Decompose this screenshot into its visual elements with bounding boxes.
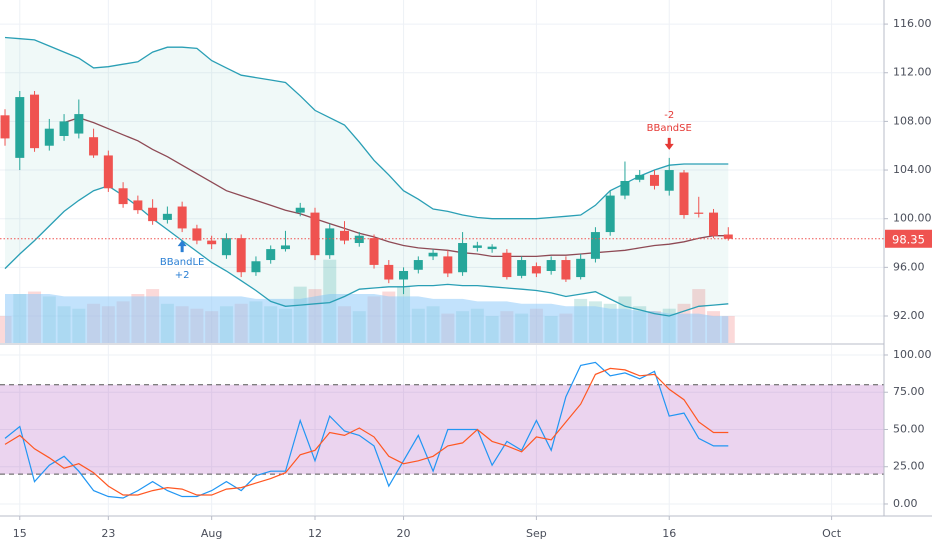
candle-body xyxy=(664,170,674,191)
x-tick-label: 12 xyxy=(308,527,322,540)
x-tick-label: 20 xyxy=(397,527,411,540)
y-tick-label: 92.00 xyxy=(893,309,925,322)
x-tick-label: 23 xyxy=(101,527,115,540)
stochastic-line xyxy=(4,361,729,499)
candle-body xyxy=(310,212,320,256)
band-middle xyxy=(63,117,729,258)
candle-body xyxy=(340,230,350,241)
candle-body xyxy=(443,256,453,274)
candle-body xyxy=(399,270,409,280)
candle-body xyxy=(384,264,394,280)
candle-body xyxy=(59,121,69,136)
candle-body xyxy=(531,266,541,274)
candle-body xyxy=(295,207,305,213)
y-tick-label: 0.00 xyxy=(893,497,918,510)
x-tick-label: Oct xyxy=(822,527,842,540)
candle-body xyxy=(325,228,335,256)
candle-body xyxy=(576,258,586,278)
candle-body xyxy=(679,172,689,216)
signal-arrow xyxy=(664,137,674,150)
y-tick-label: 104.00 xyxy=(893,163,932,176)
plot: 98.35 BBandLE +2 BBandSE -2 xyxy=(0,36,932,499)
candle-body xyxy=(15,97,25,158)
candle-body xyxy=(472,245,482,248)
candle-body xyxy=(30,94,40,149)
candle-body xyxy=(620,180,630,196)
candle-body xyxy=(723,234,733,239)
candle-body xyxy=(192,228,202,241)
candle-body xyxy=(118,188,128,205)
x-tick-label: Sep xyxy=(526,527,547,540)
candle-body xyxy=(502,252,512,278)
signal-arrow xyxy=(177,240,187,253)
x-tick-label: Aug xyxy=(201,527,222,540)
candle-body xyxy=(207,240,217,245)
candle-body xyxy=(251,261,261,273)
candle-body xyxy=(413,260,423,270)
candle-body xyxy=(369,238,379,265)
stochastic-line xyxy=(4,367,729,496)
signal-qty: +2 xyxy=(175,270,190,281)
candle-body xyxy=(635,174,645,180)
y-tick-label: 100.00 xyxy=(893,348,932,361)
candle-body xyxy=(428,252,438,257)
band-upper xyxy=(4,36,729,220)
x-tick-label: 16 xyxy=(662,527,676,540)
signal-qty: -2 xyxy=(664,110,674,121)
y-tick-label: 108.00 xyxy=(893,114,932,127)
candle-body xyxy=(546,260,556,271)
candle-body xyxy=(236,238,246,273)
signal-label: BBandLE xyxy=(160,257,204,268)
y-tick-label: 25.00 xyxy=(893,460,925,473)
candle-body xyxy=(89,137,99,156)
candle-body xyxy=(694,212,704,214)
x-tick-label: 15 xyxy=(13,527,27,540)
candle-body xyxy=(177,206,187,229)
candle-body xyxy=(590,232,600,259)
candle-body xyxy=(517,260,527,276)
level-band xyxy=(0,384,884,475)
candle-body xyxy=(709,212,719,236)
candle-body xyxy=(133,200,143,211)
candle-body xyxy=(74,114,84,134)
candle-body xyxy=(0,115,10,139)
y-tick-label: 116.00 xyxy=(893,17,932,30)
candle-body xyxy=(103,155,113,189)
y-tick-label: 112.00 xyxy=(893,66,932,79)
last-price-label: 98.35 xyxy=(892,232,925,246)
signal-label: BBandSE xyxy=(647,123,692,134)
y-tick-label: 96.00 xyxy=(893,260,925,273)
band-fill xyxy=(5,37,729,316)
y-tick-label: 100.00 xyxy=(893,212,932,225)
candle-body xyxy=(649,174,659,186)
candle-body xyxy=(487,246,497,250)
last-price-box xyxy=(885,229,932,248)
candle-body xyxy=(458,243,468,273)
candle-body xyxy=(280,245,290,250)
candle-body xyxy=(605,195,615,233)
candle-body xyxy=(44,128,54,146)
candle-body xyxy=(354,235,364,244)
candle-body xyxy=(148,207,158,222)
candle-body xyxy=(266,249,276,261)
candle-body xyxy=(561,260,571,280)
candle-body xyxy=(221,238,231,256)
y-tick-label: 75.00 xyxy=(893,385,925,398)
candle-body xyxy=(162,213,172,220)
y-tick-label: 50.00 xyxy=(893,422,925,435)
volume-ma-area xyxy=(5,294,729,343)
